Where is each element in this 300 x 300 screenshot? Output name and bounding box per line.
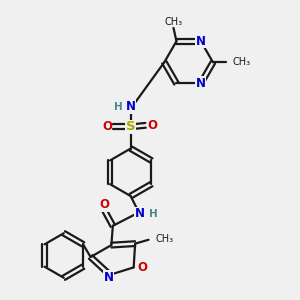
Text: N: N [103, 271, 113, 284]
Text: H: H [114, 102, 123, 112]
Text: CH₃: CH₃ [164, 17, 182, 27]
Text: O: O [99, 199, 109, 212]
Text: H: H [148, 209, 157, 219]
Text: O: O [147, 119, 158, 132]
Text: S: S [126, 120, 136, 133]
Text: N: N [196, 77, 206, 90]
Text: N: N [135, 207, 145, 220]
Text: O: O [102, 120, 112, 133]
Text: O: O [137, 261, 147, 274]
Text: N: N [126, 100, 136, 113]
Text: N: N [196, 35, 206, 48]
Text: CH₃: CH₃ [233, 57, 251, 67]
Text: CH₃: CH₃ [156, 234, 174, 244]
